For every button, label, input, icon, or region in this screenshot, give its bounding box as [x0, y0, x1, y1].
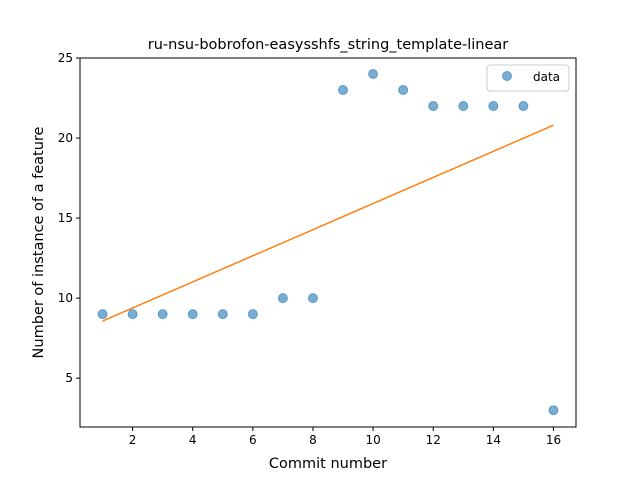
data-point	[217, 309, 228, 320]
data-point	[127, 309, 138, 320]
y-tick-label: 10	[58, 291, 73, 305]
x-tick-label: 12	[426, 433, 441, 447]
y-tick-label: 20	[58, 131, 73, 145]
data-point	[187, 309, 198, 320]
y-tick-label: 15	[58, 211, 73, 225]
data-point	[338, 85, 349, 96]
x-tick-label: 8	[309, 433, 317, 447]
x-tick-label: 2	[129, 433, 137, 447]
x-tick-label: 16	[546, 433, 561, 447]
y-tick-label: 5	[65, 371, 73, 385]
x-tick-label: 14	[486, 433, 501, 447]
legend-label-data: data	[533, 70, 560, 84]
data-point	[307, 293, 318, 304]
x-tick-label: 4	[189, 433, 197, 447]
x-tick-label: 6	[249, 433, 257, 447]
data-point	[458, 101, 469, 112]
data-point	[548, 405, 559, 416]
data-point	[398, 85, 409, 96]
x-axis-label: Commit number	[269, 456, 387, 472]
data-point	[368, 69, 379, 80]
data-point	[247, 309, 258, 320]
data-point	[488, 101, 499, 112]
data-point	[97, 309, 108, 320]
trend-line	[102, 124, 554, 322]
legend: data	[486, 64, 570, 92]
data-point	[157, 309, 168, 320]
data-point	[428, 101, 439, 112]
y-axis-label: Number of instance of a feature	[31, 126, 47, 358]
data-point	[518, 101, 529, 112]
data-point	[277, 293, 288, 304]
chart-title: ru-nsu-bobrofon-easysshfs_string_templat…	[148, 37, 509, 53]
plot-frame	[79, 57, 577, 428]
x-tick-label: 10	[365, 433, 380, 447]
legend-marker-data	[502, 71, 512, 81]
y-tick-label: 25	[58, 51, 73, 65]
